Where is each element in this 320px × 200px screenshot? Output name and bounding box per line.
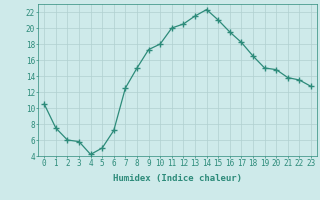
X-axis label: Humidex (Indice chaleur): Humidex (Indice chaleur) [113, 174, 242, 183]
